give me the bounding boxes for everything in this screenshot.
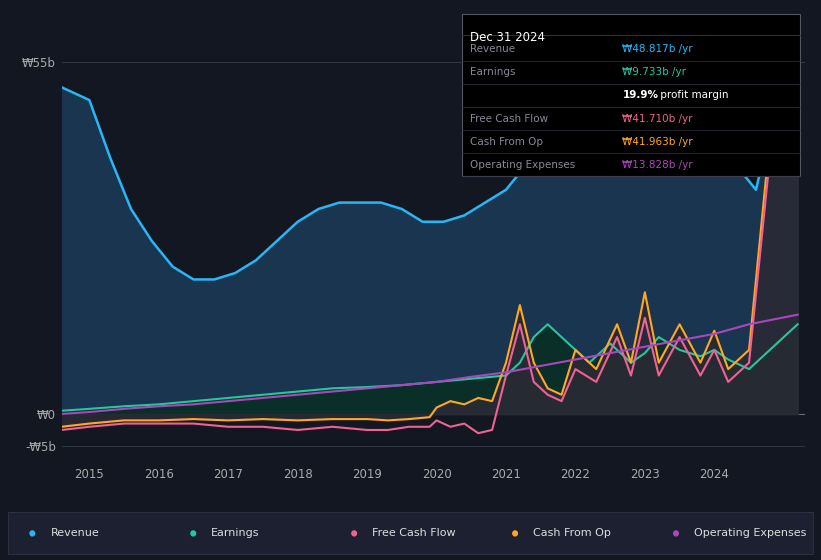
Text: Free Cash Flow: Free Cash Flow bbox=[372, 529, 456, 538]
Text: ₩9.733b /yr: ₩9.733b /yr bbox=[622, 67, 686, 77]
Text: Cash From Op: Cash From Op bbox=[470, 137, 544, 147]
Text: ₩48.817b /yr: ₩48.817b /yr bbox=[622, 44, 693, 54]
Text: profit margin: profit margin bbox=[657, 90, 728, 100]
Text: Operating Expenses: Operating Expenses bbox=[470, 160, 576, 170]
Text: Cash From Op: Cash From Op bbox=[533, 529, 611, 538]
Text: Earnings: Earnings bbox=[470, 67, 516, 77]
Text: Revenue: Revenue bbox=[470, 44, 516, 54]
Text: Revenue: Revenue bbox=[50, 529, 99, 538]
Text: 19.9%: 19.9% bbox=[622, 90, 658, 100]
Text: Operating Expenses: Operating Expenses bbox=[694, 529, 806, 538]
Text: Dec 31 2024: Dec 31 2024 bbox=[470, 31, 545, 44]
Text: Earnings: Earnings bbox=[211, 529, 259, 538]
Text: ₩41.963b /yr: ₩41.963b /yr bbox=[622, 137, 693, 147]
Text: ₩41.710b /yr: ₩41.710b /yr bbox=[622, 114, 693, 124]
Text: ₩13.828b /yr: ₩13.828b /yr bbox=[622, 160, 693, 170]
Text: Free Cash Flow: Free Cash Flow bbox=[470, 114, 548, 124]
